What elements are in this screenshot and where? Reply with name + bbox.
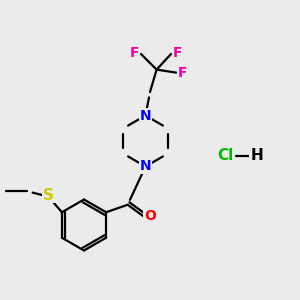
Text: F: F bbox=[130, 46, 139, 60]
Text: H: H bbox=[250, 148, 263, 164]
Text: N: N bbox=[140, 160, 151, 173]
Text: O: O bbox=[144, 209, 156, 223]
Text: N: N bbox=[140, 109, 151, 122]
Text: F: F bbox=[178, 66, 188, 80]
Text: F: F bbox=[173, 46, 182, 60]
Text: Cl: Cl bbox=[217, 148, 233, 164]
Text: S: S bbox=[43, 188, 54, 203]
